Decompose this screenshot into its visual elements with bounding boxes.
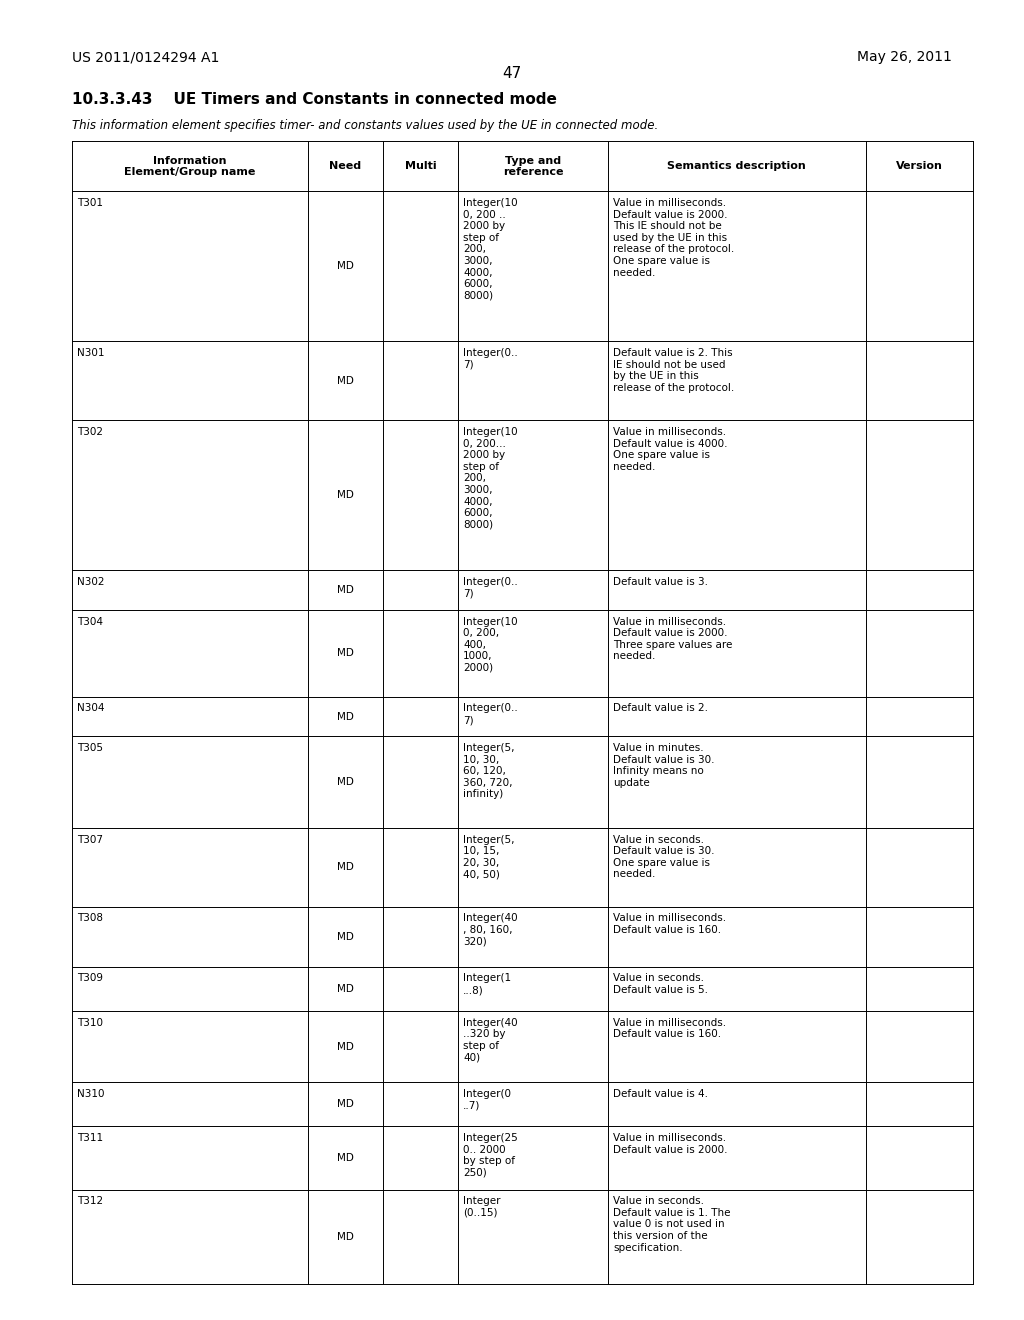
Text: Value in milliseconds.
Default value is 4000.
One spare value is
needed.: Value in milliseconds. Default value is … <box>613 426 728 471</box>
Text: T310: T310 <box>77 1018 102 1028</box>
Text: MD: MD <box>337 777 353 787</box>
Text: Integer(10
0, 200 ..
2000 by
step of
200,
3000,
4000,
6000,
8000): Integer(10 0, 200 .. 2000 by step of 200… <box>463 198 517 301</box>
Text: Value in seconds.
Default value is 1. The
value 0 is not used in
this version of: Value in seconds. Default value is 1. Th… <box>613 1196 731 1253</box>
Text: Integer(25
0.. 2000
by step of
250): Integer(25 0.. 2000 by step of 250) <box>463 1133 518 1177</box>
Text: N304: N304 <box>77 704 104 713</box>
Text: Integer(0..
7): Integer(0.. 7) <box>463 348 518 370</box>
Text: T305: T305 <box>77 743 102 752</box>
Text: MD: MD <box>337 932 353 942</box>
Text: Value in milliseconds.
Default value is 2000.: Value in milliseconds. Default value is … <box>613 1133 728 1155</box>
Text: Integer
(0..15): Integer (0..15) <box>463 1196 501 1218</box>
Text: Multi: Multi <box>404 161 436 172</box>
Text: T304: T304 <box>77 616 102 627</box>
Text: Integer(5,
10, 15,
20, 30,
40, 50): Integer(5, 10, 15, 20, 30, 40, 50) <box>463 834 514 879</box>
Text: MD: MD <box>337 1232 353 1242</box>
Text: Integer(0..
7): Integer(0.. 7) <box>463 704 518 725</box>
Text: MD: MD <box>337 648 353 659</box>
Text: N301: N301 <box>77 348 104 358</box>
Text: Default value is 2. This
IE should not be used
by the UE in this
release of the : Default value is 2. This IE should not b… <box>613 348 734 393</box>
Text: Version: Version <box>896 161 943 172</box>
Text: Integer(0..
7): Integer(0.. 7) <box>463 577 518 599</box>
Text: Value in milliseconds.
Default value is 160.: Value in milliseconds. Default value is … <box>613 913 726 935</box>
Text: T312: T312 <box>77 1196 103 1206</box>
Text: Integer(40
..320 by
step of
40): Integer(40 ..320 by step of 40) <box>463 1018 517 1063</box>
Text: This information element specifies timer- and constants values used by the UE in: This information element specifies timer… <box>72 119 658 132</box>
Text: T311: T311 <box>77 1133 103 1143</box>
Text: MD: MD <box>337 1100 353 1109</box>
Text: Value in seconds.
Default value is 5.: Value in seconds. Default value is 5. <box>613 973 709 995</box>
Text: Default value is 2.: Default value is 2. <box>613 704 709 713</box>
Text: 10.3.3.43    UE Timers and Constants in connected mode: 10.3.3.43 UE Timers and Constants in con… <box>72 92 557 107</box>
Text: Integer(1
...8): Integer(1 ...8) <box>463 973 511 995</box>
Text: Value in seconds.
Default value is 30.
One spare value is
needed.: Value in seconds. Default value is 30. O… <box>613 834 715 879</box>
Text: MD: MD <box>337 376 353 385</box>
Text: Default value is 4.: Default value is 4. <box>613 1089 709 1098</box>
Text: MD: MD <box>337 261 353 272</box>
Text: Integer(10
0, 200,
400,
1000,
2000): Integer(10 0, 200, 400, 1000, 2000) <box>463 616 517 673</box>
Text: Integer(40
, 80, 160,
320): Integer(40 , 80, 160, 320) <box>463 913 517 946</box>
Text: Type and
reference: Type and reference <box>503 156 563 177</box>
Text: MD: MD <box>337 585 353 595</box>
Text: Integer(10
0, 200...
2000 by
step of
200,
3000,
4000,
6000,
8000): Integer(10 0, 200... 2000 by step of 200… <box>463 426 517 529</box>
Text: Value in milliseconds.
Default value is 2000.
This IE should not be
used by the : Value in milliseconds. Default value is … <box>613 198 734 277</box>
Text: Information
Element/Group name: Information Element/Group name <box>124 156 255 177</box>
Text: Need: Need <box>329 161 361 172</box>
Text: T309: T309 <box>77 973 102 983</box>
Text: MD: MD <box>337 862 353 873</box>
Text: MD: MD <box>337 1152 353 1163</box>
Text: Value in milliseconds.
Default value is 160.: Value in milliseconds. Default value is … <box>613 1018 726 1039</box>
Text: Semantics description: Semantics description <box>668 161 806 172</box>
Text: May 26, 2011: May 26, 2011 <box>857 50 952 65</box>
Text: MD: MD <box>337 711 353 722</box>
Text: MD: MD <box>337 491 353 500</box>
Text: N310: N310 <box>77 1089 104 1098</box>
Text: Integer(5,
10, 30,
60, 120,
360, 720,
infinity): Integer(5, 10, 30, 60, 120, 360, 720, in… <box>463 743 514 800</box>
Text: MD: MD <box>337 1041 353 1052</box>
Text: US 2011/0124294 A1: US 2011/0124294 A1 <box>72 50 219 65</box>
Text: N302: N302 <box>77 577 104 587</box>
Text: Default value is 3.: Default value is 3. <box>613 577 709 587</box>
Text: MD: MD <box>337 983 353 994</box>
Text: T308: T308 <box>77 913 102 924</box>
Text: T307: T307 <box>77 834 102 845</box>
Text: T302: T302 <box>77 426 102 437</box>
Text: Value in minutes.
Default value is 30.
Infinity means no
update: Value in minutes. Default value is 30. I… <box>613 743 715 788</box>
Text: Value in milliseconds.
Default value is 2000.
Three spare values are
needed.: Value in milliseconds. Default value is … <box>613 616 732 661</box>
Text: Integer(0
..7): Integer(0 ..7) <box>463 1089 511 1110</box>
Text: T301: T301 <box>77 198 102 209</box>
Text: 47: 47 <box>503 66 521 81</box>
